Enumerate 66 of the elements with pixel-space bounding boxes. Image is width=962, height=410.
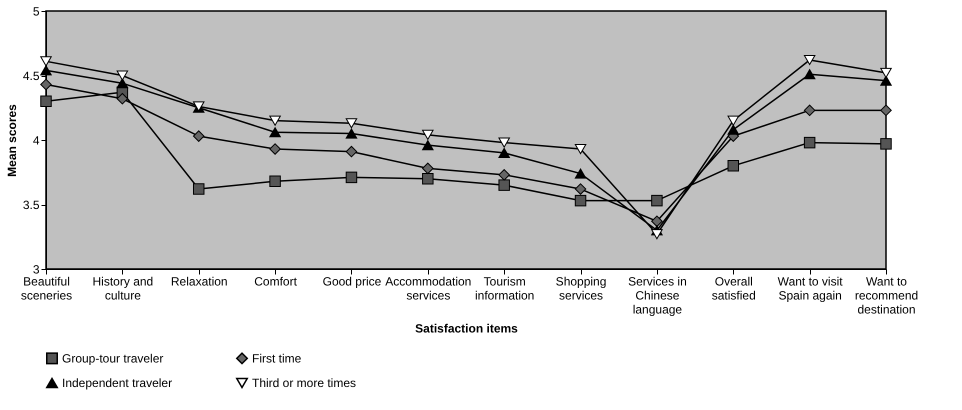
x-tick-label: Want to recommend destination	[854, 274, 918, 316]
point	[40, 96, 52, 108]
point	[574, 194, 586, 206]
x-tick-label: Accommodation services	[385, 274, 472, 302]
legend-label: Third or more times	[252, 376, 356, 390]
point	[498, 179, 510, 191]
point	[728, 116, 740, 126]
point	[116, 78, 128, 88]
point	[574, 168, 586, 179]
point	[498, 138, 510, 148]
x-tick-label: Tourism information	[474, 274, 534, 302]
x-tick-label: Relaxation	[170, 274, 228, 288]
point	[40, 56, 52, 66]
x-tick-label: Shopping services	[556, 274, 606, 302]
point	[498, 169, 510, 181]
point	[880, 104, 892, 116]
point	[422, 140, 434, 150]
legend-label: Independent traveler	[62, 376, 172, 390]
point	[804, 54, 816, 66]
point	[269, 127, 281, 138]
point	[804, 69, 816, 80]
point	[346, 128, 358, 139]
y-tick-label: 5	[32, 4, 40, 18]
point	[192, 130, 204, 142]
point	[804, 136, 816, 148]
point	[116, 70, 128, 81]
point	[651, 229, 663, 240]
point	[422, 162, 434, 174]
point	[40, 78, 52, 90]
x-tick-label: Services in Chinese language	[628, 274, 687, 316]
point	[651, 216, 663, 228]
point	[40, 65, 52, 76]
x-tick-label: Beautiful sceneries	[20, 274, 72, 302]
point	[880, 76, 892, 86]
x-tick-label: Good price	[322, 274, 382, 288]
y-axis-title: Mean scores	[4, 104, 19, 177]
point	[346, 146, 358, 158]
point	[422, 130, 434, 140]
point	[574, 144, 586, 154]
point	[346, 172, 358, 184]
point	[728, 160, 740, 172]
x-axis-title: Satisfaction items	[415, 322, 518, 336]
legend-label: First time	[252, 351, 302, 366]
y-tick-label: 4	[32, 134, 40, 148]
point	[880, 68, 892, 78]
point	[574, 183, 586, 195]
x-tick-label: History and culture	[92, 274, 154, 302]
point	[269, 116, 281, 126]
point	[269, 176, 281, 188]
point	[269, 143, 281, 155]
x-tick-label: Comfort	[254, 274, 298, 288]
y-tick-label: 3.5	[22, 198, 40, 212]
point	[498, 148, 510, 158]
point	[651, 194, 663, 206]
point	[880, 138, 892, 150]
point	[422, 172, 434, 184]
point	[346, 118, 358, 128]
point	[116, 92, 128, 104]
y-tick-label: 4.5	[22, 69, 40, 83]
y-tick-label: 3	[32, 262, 40, 276]
point	[804, 104, 816, 116]
x-tick-label: Want to visit Spain again	[778, 274, 844, 302]
point	[728, 124, 740, 135]
point	[192, 183, 204, 195]
x-tick-label: Overall satisfied	[712, 274, 756, 302]
legend-label: Group-tour traveler	[62, 351, 164, 366]
